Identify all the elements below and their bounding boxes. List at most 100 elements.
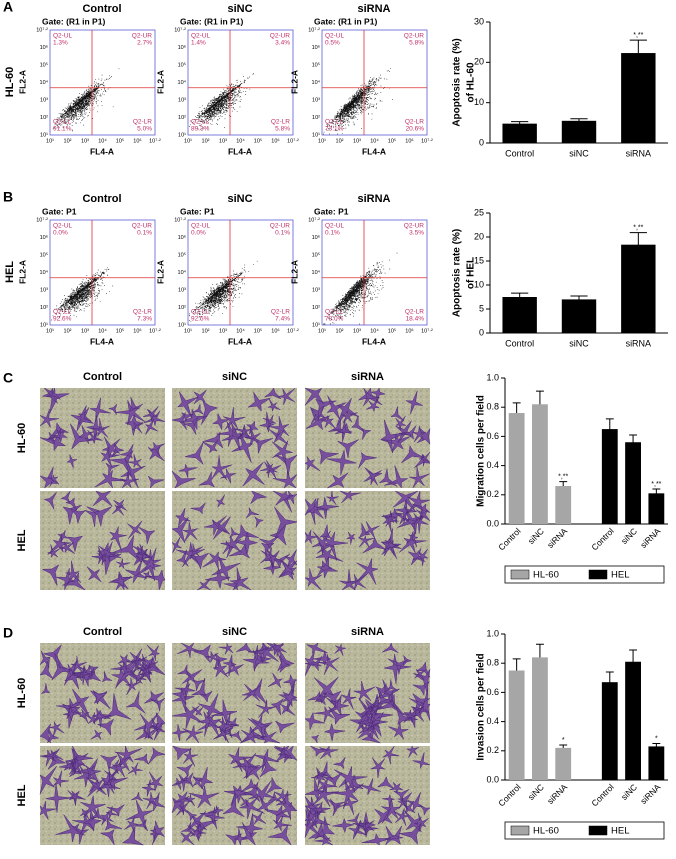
micrograph: [39, 387, 165, 489]
significance-label: *: [562, 737, 565, 744]
x-tick-label: 10¹: [184, 328, 192, 334]
legend-swatch: [510, 569, 530, 580]
x-tick-label: Control: [505, 338, 534, 348]
micrograph-bg: [172, 643, 297, 743]
y-tick-label: 10⁵: [312, 251, 320, 258]
gate-label: Gate: (R1 in P1): [180, 16, 243, 26]
quadrant-value: 73.1%: [325, 126, 344, 133]
legend-swatch: [588, 569, 608, 580]
bar: [621, 244, 656, 333]
gate-label: Gate: (R1 in P1): [42, 16, 105, 26]
legend-label: HEL: [611, 570, 629, 581]
column-title: siRNA: [357, 3, 390, 15]
x-tick-label: 10⁵: [388, 327, 396, 334]
x-tick-label: siRNA: [638, 526, 662, 550]
x-tick-label: 10¹: [318, 328, 326, 334]
quadrant-name: Q2-UR: [404, 223, 425, 230]
x-tick-label: 10¹: [46, 138, 54, 144]
quadrant-name: Q2-UL: [53, 223, 73, 230]
y-tick-label: 30: [474, 16, 484, 26]
stained-cells: [41, 490, 166, 591]
x-tick-label: 10⁶: [405, 327, 413, 334]
y-tick-label: 10⁷·²: [308, 26, 320, 33]
x-tick-label: Control: [589, 782, 616, 809]
x-tick-label: 10⁷·²: [149, 137, 161, 144]
y-tick-label: 10⁶: [40, 44, 48, 51]
bar: [648, 493, 665, 524]
row-label: HL-60: [4, 67, 16, 98]
bar: [621, 53, 656, 143]
gate-label: Gate: (R1 in P1): [314, 16, 377, 26]
y-tick-label: 20: [474, 231, 484, 241]
x-tick-label: Control: [496, 526, 523, 553]
bar: [555, 747, 572, 780]
quadrant-value: 92.6%: [53, 316, 72, 323]
y-tick-label: 10⁷·²: [36, 216, 48, 223]
significance-label: *,**: [633, 225, 643, 232]
stained-cells: [304, 745, 431, 846]
y-tick-label: 10⁵: [178, 61, 186, 68]
quadrant-value: 1.3%: [53, 40, 68, 47]
y-tick-label: 10⁴: [312, 79, 321, 86]
bar: [601, 682, 618, 780]
significance-label: *,**: [651, 481, 661, 488]
bar: [532, 404, 548, 524]
bar: [648, 746, 665, 780]
y-tick-label: 10²: [178, 115, 186, 121]
row-label: HL-60: [16, 678, 28, 709]
quadrant-name: Q2-LL: [191, 119, 209, 126]
x-tick-label: 10²: [336, 138, 344, 144]
micrograph: [171, 745, 298, 846]
quadrant-value: 7.4%: [275, 316, 290, 323]
quadrant-name: Q2-UL: [325, 33, 345, 40]
x-tick-label: 10⁵: [116, 327, 124, 334]
column-title: Control: [83, 626, 122, 638]
y-axis-label: FL2-A: [155, 260, 165, 284]
column-title: siRNA: [351, 626, 384, 638]
x-tick-label: 10⁷·²: [421, 327, 433, 334]
quadrant-value: 18.4%: [406, 316, 425, 323]
stained-cells: [171, 387, 298, 489]
y-tick-label: 25: [474, 207, 484, 217]
x-tick-label: 10²: [202, 138, 210, 144]
y-tick-label: 10⁵: [178, 251, 186, 258]
row-label: HEL: [16, 529, 28, 551]
stained-cells: [171, 745, 298, 846]
x-tick-label: siNC: [569, 148, 589, 158]
stained-cells: [39, 387, 165, 489]
quadrant-name: Q2-LL: [325, 119, 343, 126]
y-tick-label: 20: [474, 57, 484, 67]
legend-box: [504, 565, 665, 584]
x-tick-label: 10¹: [46, 328, 54, 334]
y-tick-label: 10³: [178, 287, 186, 293]
quadrant-value: 2.7%: [137, 40, 152, 47]
x-tick-label: 10⁴: [370, 137, 379, 144]
column-title: Control: [82, 193, 121, 205]
y-tick-label: 10¹: [178, 132, 186, 138]
bar: [601, 429, 618, 524]
y-tick-label: 10²: [40, 115, 48, 121]
x-tick-label: 10⁶: [133, 137, 141, 144]
y-tick-label: 0.0: [486, 774, 499, 784]
x-tick-label: 10⁵: [388, 137, 396, 144]
quadrant-value: 5.8%: [275, 126, 290, 133]
quadrant-value: 5.8%: [409, 40, 424, 47]
bar: [561, 299, 597, 333]
quadrant-name: Q2-UR: [132, 223, 153, 230]
x-tick-label: 10⁶: [405, 137, 413, 144]
y-tick-label: 10⁷·²: [174, 26, 186, 33]
y-tick-label: 1.0: [486, 372, 499, 382]
y-axis-label: Apoptosis rate (%): [452, 229, 463, 317]
bar: [532, 657, 548, 780]
column-title: siNC: [227, 3, 252, 15]
y-axis-label: FL2-A: [17, 70, 27, 94]
quadrant-name: Q2-LR: [271, 309, 290, 316]
quadrant-value: 78.0%: [325, 316, 344, 323]
micrograph: [304, 490, 431, 591]
quadrant-value: 92.5%: [191, 316, 210, 323]
y-axis-label: of HL-60: [466, 62, 477, 102]
quadrant-name: Q2-LR: [405, 119, 424, 126]
x-tick-label: 10³: [81, 328, 89, 334]
x-tick-label: 10⁴: [98, 327, 107, 334]
